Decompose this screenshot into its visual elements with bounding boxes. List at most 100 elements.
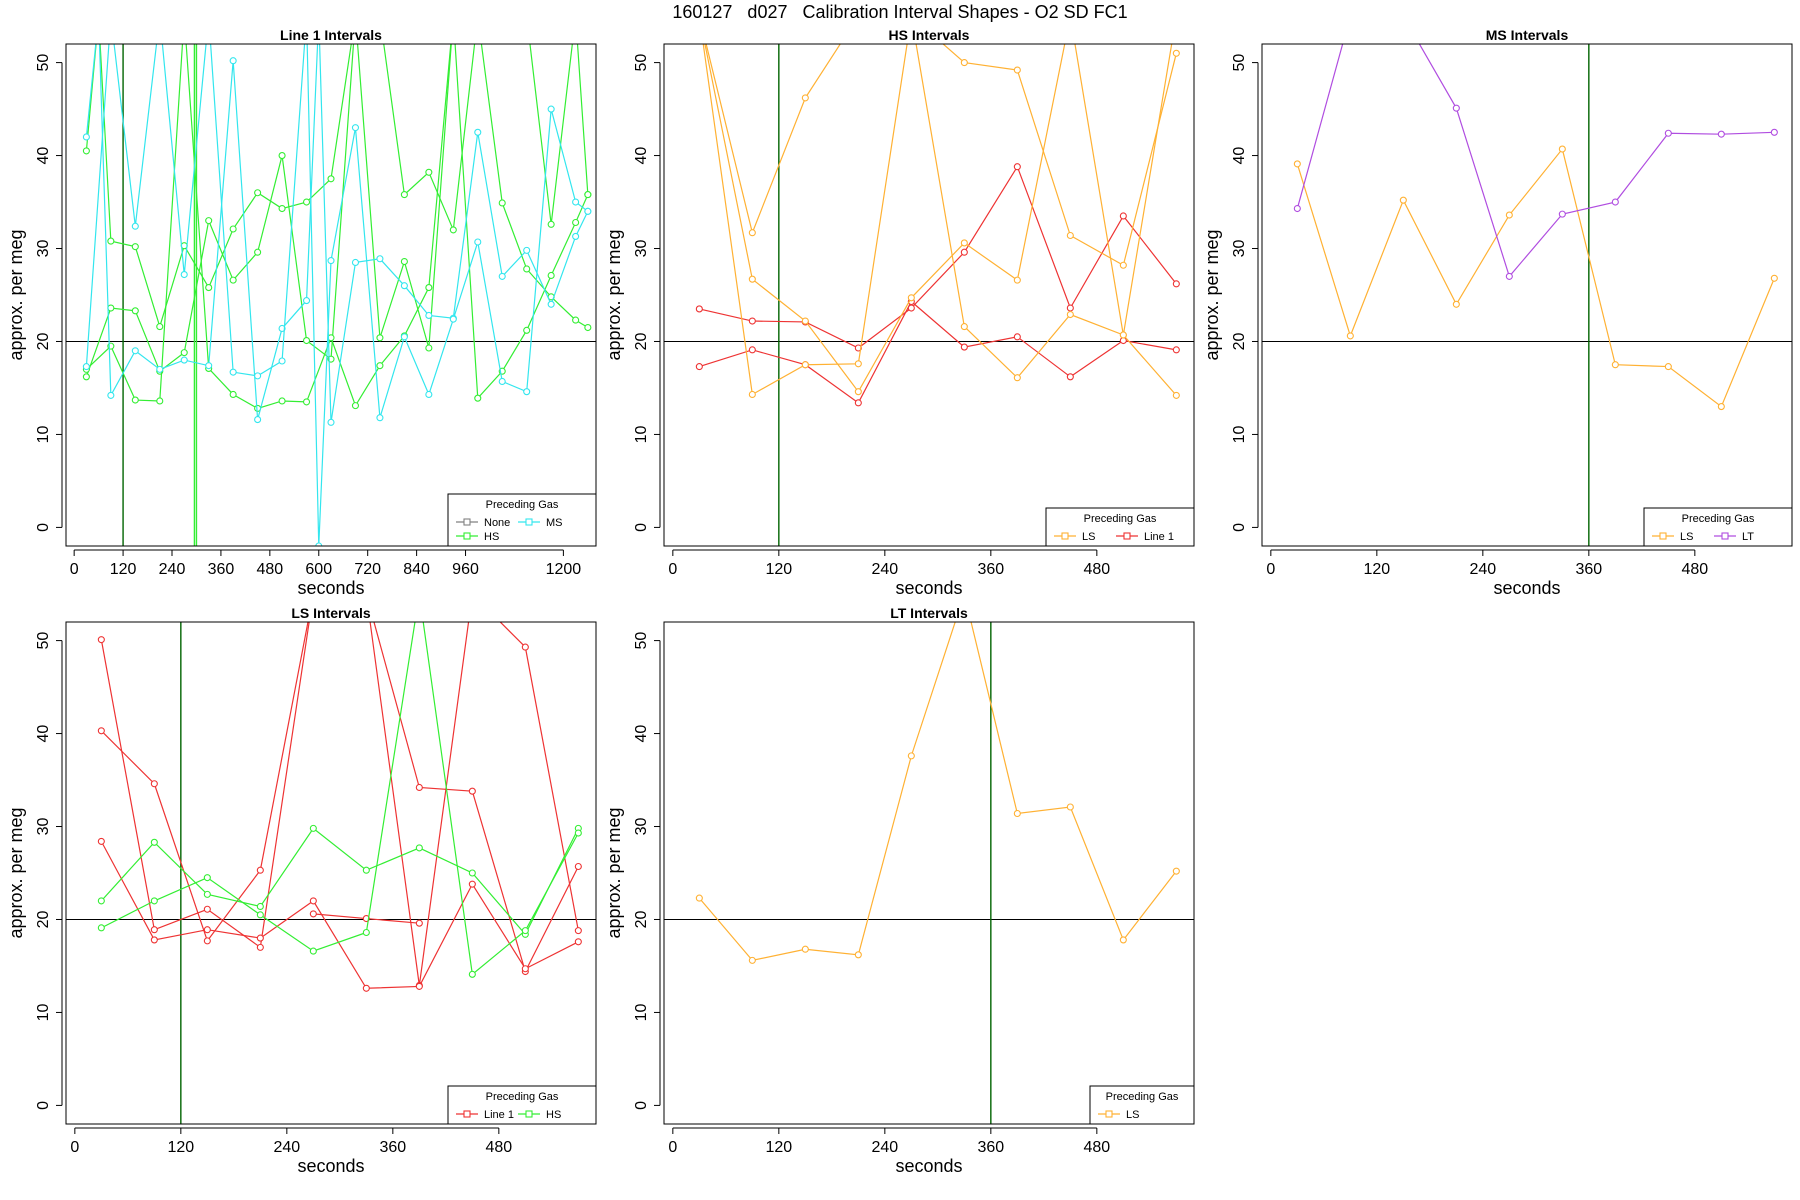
data-point <box>256 866 264 874</box>
x-tick-label: 240 <box>159 561 186 578</box>
x-axis-label: seconds <box>1493 578 1560 598</box>
series-line <box>698 622 1177 962</box>
data-point <box>309 910 317 918</box>
y-tick-label: 40 <box>1231 147 1248 165</box>
data-point <box>425 344 433 352</box>
panel-title: LT Intervals <box>890 605 968 621</box>
y-tick-label: 20 <box>1231 332 1248 350</box>
data-point <box>82 373 90 381</box>
series-line <box>85 44 589 378</box>
data-point <box>498 272 506 280</box>
data-point <box>97 727 105 735</box>
legend-swatch-marker <box>1061 532 1069 540</box>
data-point <box>203 874 211 882</box>
data-point <box>351 402 360 410</box>
y-tick-label: 20 <box>633 910 650 928</box>
data-point <box>521 927 529 935</box>
panel-title: Line 1 Intervals <box>280 27 382 43</box>
data-point <box>205 362 213 370</box>
legend-title: Preceding Gas <box>1682 513 1755 525</box>
x-tick-label: 120 <box>765 561 792 578</box>
data-point <box>468 787 476 795</box>
data-point <box>82 147 90 155</box>
data-point <box>376 255 384 263</box>
y-tick-label: 30 <box>633 818 650 836</box>
x-tick-label: 0 <box>668 561 677 578</box>
data-point <box>1172 280 1180 288</box>
y-tick-label: 30 <box>35 818 52 836</box>
data-point <box>256 943 264 951</box>
data-point <box>695 363 703 371</box>
plot-area <box>66 622 596 1124</box>
data-point <box>449 315 457 323</box>
data-point <box>1172 867 1180 875</box>
y-tick-label: 10 <box>633 1003 650 1021</box>
data-point <box>854 360 862 368</box>
data-point <box>415 783 423 792</box>
data-point <box>254 372 262 380</box>
data-point <box>362 984 370 992</box>
legend-box <box>447 493 597 547</box>
x-tick-label: 600 <box>305 561 332 578</box>
figure-title: 160127 d027 Calibration Interval Shapes … <box>672 2 1128 22</box>
y-tick-label: 50 <box>633 54 650 72</box>
data-point <box>203 937 211 945</box>
data-point <box>1013 333 1021 341</box>
data-point <box>547 220 555 228</box>
y-tick-label: 20 <box>35 332 52 350</box>
x-tick-label: 240 <box>871 1139 898 1156</box>
data-point <box>574 927 582 935</box>
legend-label: LS <box>1680 531 1693 543</box>
y-tick-label: 10 <box>35 1003 52 1021</box>
data-point <box>254 416 262 424</box>
data-point <box>584 323 592 332</box>
legend-swatch-marker <box>463 1110 471 1118</box>
data-point <box>468 970 476 978</box>
y-tick-label: 50 <box>633 632 650 650</box>
data-point <box>1066 803 1074 811</box>
data-point <box>748 956 756 964</box>
data-point <box>425 390 433 399</box>
data-point <box>1066 310 1074 319</box>
data-point <box>278 152 286 160</box>
legend-title: Preceding Gas <box>486 1091 559 1103</box>
x-tick-label: 360 <box>1575 561 1602 578</box>
legend: Preceding Gas LS <box>1089 1085 1195 1125</box>
data-point <box>351 258 360 267</box>
data-point <box>854 951 862 959</box>
data-point <box>854 388 862 396</box>
legend: Preceding Gas None MS HS <box>447 493 597 547</box>
data-point <box>278 357 286 365</box>
data-point <box>1013 276 1021 284</box>
data-point <box>1293 204 1301 213</box>
legend-box <box>447 1085 597 1125</box>
y-tick-label: 10 <box>35 425 52 443</box>
data-point <box>302 198 311 206</box>
data-point <box>523 265 531 273</box>
y-tick-label: 0 <box>35 1101 52 1110</box>
data-point <box>107 391 115 399</box>
data-point <box>425 284 433 292</box>
data-point <box>960 239 968 247</box>
data-point <box>748 275 756 283</box>
data-point <box>254 189 262 197</box>
legend-title: Preceding Gas <box>1084 513 1157 525</box>
legend: Preceding Gas LS LT <box>1643 507 1793 547</box>
legend-label: LT <box>1742 531 1754 543</box>
series-line <box>705 44 1177 267</box>
plot-area <box>664 44 1194 546</box>
data-point <box>1119 261 1127 269</box>
data-point <box>474 238 482 246</box>
data-point <box>203 926 211 934</box>
legend-label: LS <box>1082 531 1095 543</box>
data-point <box>695 894 703 902</box>
data-point <box>376 334 384 342</box>
data-point <box>1664 363 1672 371</box>
series-line <box>101 622 579 976</box>
data-point <box>574 829 582 837</box>
x-tick-label: 0 <box>1266 561 1275 578</box>
x-axis-label: seconds <box>297 578 364 598</box>
panel-title: LS Intervals <box>291 605 371 621</box>
data-point <box>1770 274 1778 282</box>
data-point <box>748 390 756 399</box>
